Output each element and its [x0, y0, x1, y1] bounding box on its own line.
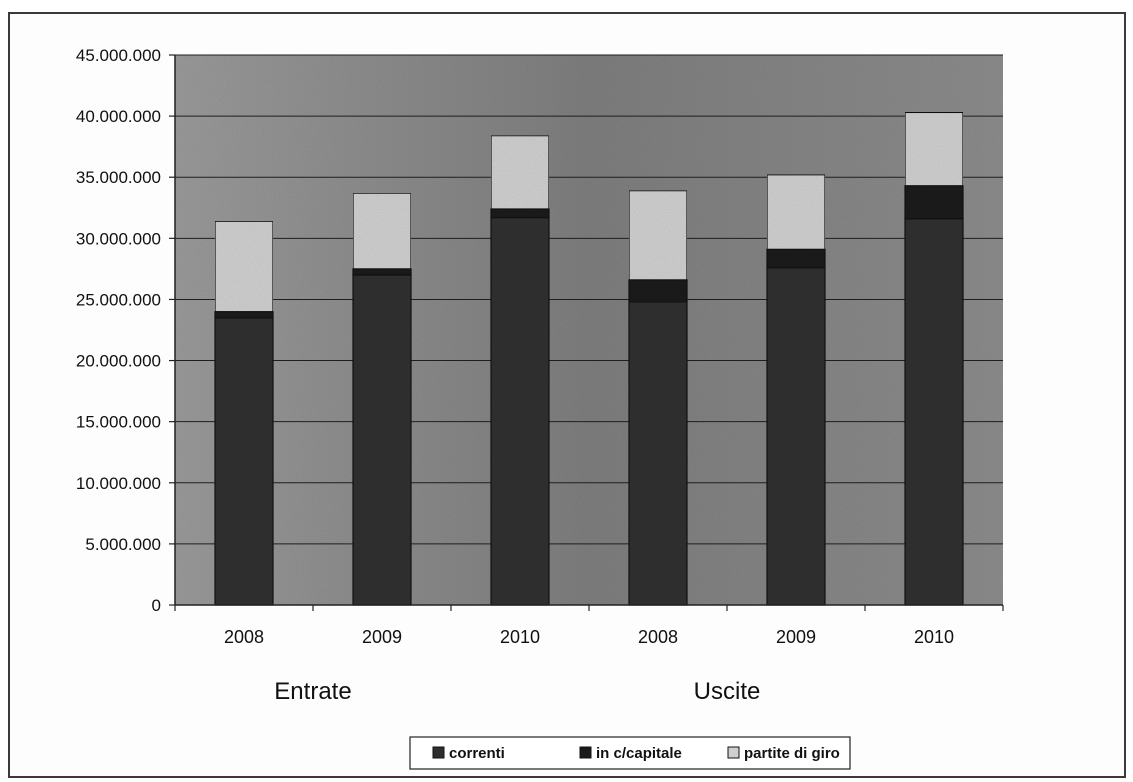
y-tick-label: 30.000.000 — [76, 229, 161, 248]
legend-label: correnti — [449, 745, 505, 762]
bar-segment-partite-di-giro — [766, 174, 826, 250]
y-tick-label: 15.000.000 — [76, 413, 161, 432]
y-tick-label: 25.000.000 — [76, 290, 161, 309]
bar-segment-partite-di-giro — [904, 111, 964, 187]
bar-segment-in-c-capitale — [490, 208, 550, 219]
x-tick-labels: 2008 2009 2010 2008 2009 2010 — [174, 605, 1004, 647]
y-tick-label: 35.000.000 — [76, 168, 161, 187]
x-tick-label: 2008 — [224, 627, 264, 647]
bar-segment-partite-di-giro — [628, 190, 688, 281]
bar-segment-partite-di-giro — [352, 192, 412, 270]
x-tick-label: 2010 — [914, 627, 954, 647]
group-label: Entrate — [274, 678, 351, 705]
y-tick-label: 40.000.000 — [76, 107, 161, 126]
group-label: Uscite — [694, 678, 761, 705]
legend-swatch — [432, 746, 445, 759]
legend-label: in c/capitale — [596, 745, 682, 762]
y-tick-label: 20.000.000 — [76, 352, 161, 371]
bar-segment-in-c-capitale — [628, 279, 688, 303]
legend-swatch — [579, 746, 592, 759]
bar-segment-correnti — [628, 301, 688, 606]
bar-segment-partite-di-giro — [214, 220, 274, 313]
bar-segment-in-c-capitale — [214, 311, 274, 319]
legend: correnti in c/capitale partite di giro — [409, 736, 851, 770]
x-tick-label: 2009 — [362, 627, 402, 647]
bar-segment-in-c-capitale — [904, 185, 964, 220]
bar-segment-in-c-capitale — [352, 268, 412, 276]
legend-swatch — [727, 746, 740, 759]
plot-area — [175, 55, 1003, 605]
bar-segment-in-c-capitale — [766, 248, 826, 269]
y-tick-label: 45.000.000 — [76, 46, 161, 65]
y-tick-label: 0 — [152, 596, 161, 615]
gridlines — [175, 54, 1003, 545]
x-tick-label: 2009 — [776, 627, 816, 647]
x-tick-label: 2010 — [500, 627, 540, 647]
group-labels: Entrate Uscite — [274, 678, 760, 705]
bar-segment-correnti — [904, 218, 964, 606]
bar-segment-correnti — [352, 274, 412, 606]
x-tick-label: 2008 — [638, 627, 678, 647]
bars — [214, 111, 964, 606]
bar-segment-correnti — [490, 216, 550, 606]
legend-label: partite di giro — [744, 745, 840, 762]
legend-box — [409, 736, 851, 770]
y-tick-label: 10.000.000 — [76, 474, 161, 493]
bar-segment-partite-di-giro — [490, 135, 550, 210]
bar-segment-correnti — [766, 267, 826, 606]
y-tick-label: 5.000.000 — [85, 535, 161, 554]
y-tick-labels: 0 5.000.000 10.000.000 15.000.000 20.000.000… — [76, 46, 175, 615]
bar-segment-correnti — [214, 317, 274, 606]
